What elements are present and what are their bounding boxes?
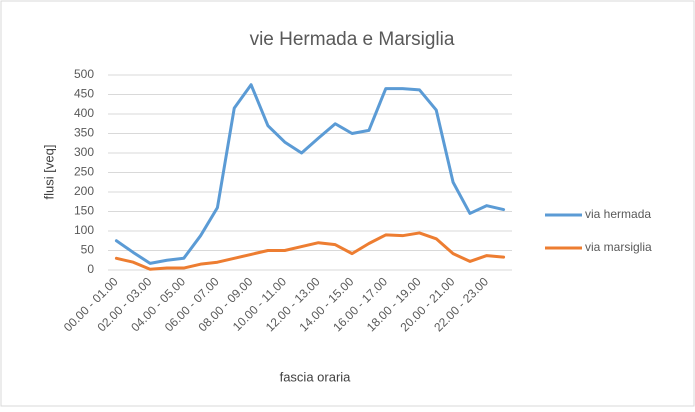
y-tick-label: 450 bbox=[74, 87, 94, 101]
legend-label: via marsiglia bbox=[585, 240, 652, 254]
y-tick-label: 300 bbox=[74, 145, 94, 159]
y-tick-label: 250 bbox=[74, 165, 94, 179]
y-tick-label: 200 bbox=[74, 184, 94, 198]
y-tick-label: 150 bbox=[74, 204, 94, 218]
legend-label: via hermada bbox=[585, 207, 651, 221]
y-tick-label: 500 bbox=[74, 67, 94, 81]
series-line bbox=[114, 83, 506, 265]
y-tick-label: 400 bbox=[74, 106, 94, 120]
y-axis-label: flusi [veq] bbox=[41, 145, 56, 200]
y-tick-label: 50 bbox=[81, 243, 95, 257]
chart-title: vie Hermada e Marsiglia bbox=[250, 29, 455, 50]
y-tick-label: 100 bbox=[74, 223, 94, 237]
x-axis-label: fascia oraria bbox=[280, 369, 352, 384]
series-line bbox=[114, 231, 506, 271]
y-tick-label: 0 bbox=[87, 262, 94, 276]
y-tick-label: 350 bbox=[74, 126, 94, 140]
